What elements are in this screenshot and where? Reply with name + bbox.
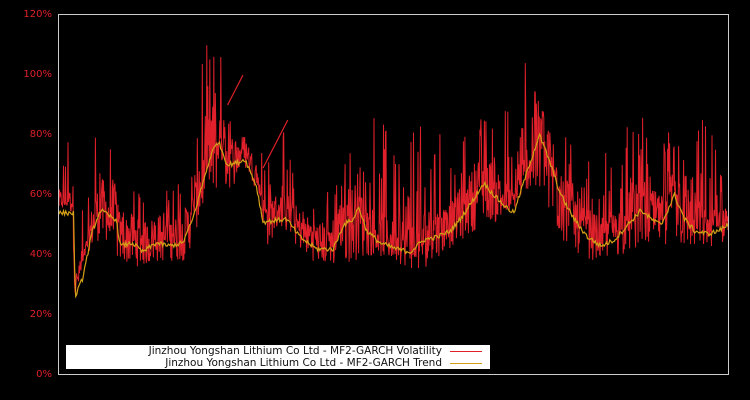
legend-label-volatility: Jinzhou Yongshan Lithium Co Ltd - MF2-GA…	[148, 345, 442, 357]
legend-swatch-volatility	[450, 350, 482, 352]
legend-swatch-trend	[450, 362, 482, 364]
volatility-gap-segment	[262, 119, 289, 169]
y-tick-120: 120%	[23, 9, 52, 20]
volatility-series	[58, 45, 729, 295]
trend-series	[58, 132, 729, 299]
y-tick-100: 100%	[23, 69, 52, 80]
y-tick-20: 20%	[29, 309, 52, 320]
y-tick-0: 0%	[36, 369, 52, 380]
legend-label-trend: Jinzhou Yongshan Lithium Co Ltd - MF2-GA…	[165, 357, 442, 369]
volatility-line	[58, 45, 729, 295]
y-tick-60: 60%	[29, 189, 52, 200]
legend: Jinzhou Yongshan Lithium Co Ltd - MF2-GA…	[66, 345, 490, 369]
y-tick-40: 40%	[29, 249, 52, 260]
legend-item-volatility: Jinzhou Yongshan Lithium Co Ltd - MF2-GA…	[149, 345, 482, 357]
legend-item-trend: Jinzhou Yongshan Lithium Co Ltd - MF2-GA…	[165, 357, 482, 369]
volatility-gap-segment	[227, 74, 244, 106]
y-tick-80: 80%	[29, 129, 52, 140]
plot-frame	[58, 14, 729, 375]
